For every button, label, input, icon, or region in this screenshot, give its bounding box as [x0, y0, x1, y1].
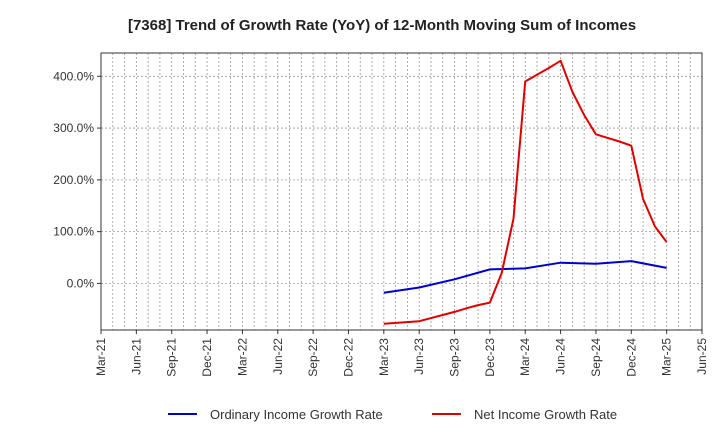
x-tick-label: Jun-22 [271, 338, 285, 375]
y-tick-label: 200.0% [53, 173, 94, 187]
series-lines [383, 59, 668, 325]
x-tick-label: Mar-23 [377, 338, 391, 376]
chart-title: [7368] Trend of Growth Rate (YoY) of 12-… [128, 17, 636, 34]
legend-label-2: Net Income Growth Rate [474, 407, 617, 422]
x-axis-ticks: Mar-21 Jun-21 Sep-21 Dec-21 Mar-22 Jun-22 Sep-… [94, 330, 709, 377]
x-tick-label: Mar-21 [94, 338, 108, 376]
series-line-2 [383, 59, 668, 325]
x-tick-label: Dec-23 [483, 338, 497, 377]
x-tick-label: Dec-24 [624, 338, 638, 377]
y-tick-label: 0.0% [67, 276, 95, 290]
y-tick-label: 300.0% [53, 121, 94, 135]
x-tick-label: Sep-24 [589, 338, 603, 377]
x-tick-label: Sep-23 [448, 338, 462, 377]
y-tick-label: 400.0% [53, 69, 94, 83]
x-tick-label: Sep-22 [306, 338, 320, 377]
series-line-1 [383, 260, 667, 294]
x-tick-label: Jun-25 [695, 338, 709, 375]
legend: Ordinary Income Growth Rate Net Income Gr… [168, 407, 617, 422]
x-tick-label: Mar-22 [235, 338, 249, 376]
plot-frame [100, 52, 703, 331]
x-tick-label: Dec-22 [341, 338, 355, 377]
x-tick-label: Dec-21 [200, 338, 214, 377]
y-tick-label: 100.0% [53, 225, 94, 239]
x-tick-label: Sep-21 [165, 338, 179, 377]
legend-label-1: Ordinary Income Growth Rate [210, 407, 383, 422]
x-tick-label: Jun-21 [129, 338, 143, 375]
y-axis-ticks: 0.0% 100.0% 200.0% 300.0% 400.0% [53, 69, 101, 290]
x-tick-label: Jun-24 [554, 338, 568, 375]
x-tick-label: Mar-25 [660, 338, 674, 376]
x-tick-label: Mar-24 [518, 338, 532, 376]
x-tick-label: Jun-23 [412, 338, 426, 375]
grid [100, 53, 703, 330]
